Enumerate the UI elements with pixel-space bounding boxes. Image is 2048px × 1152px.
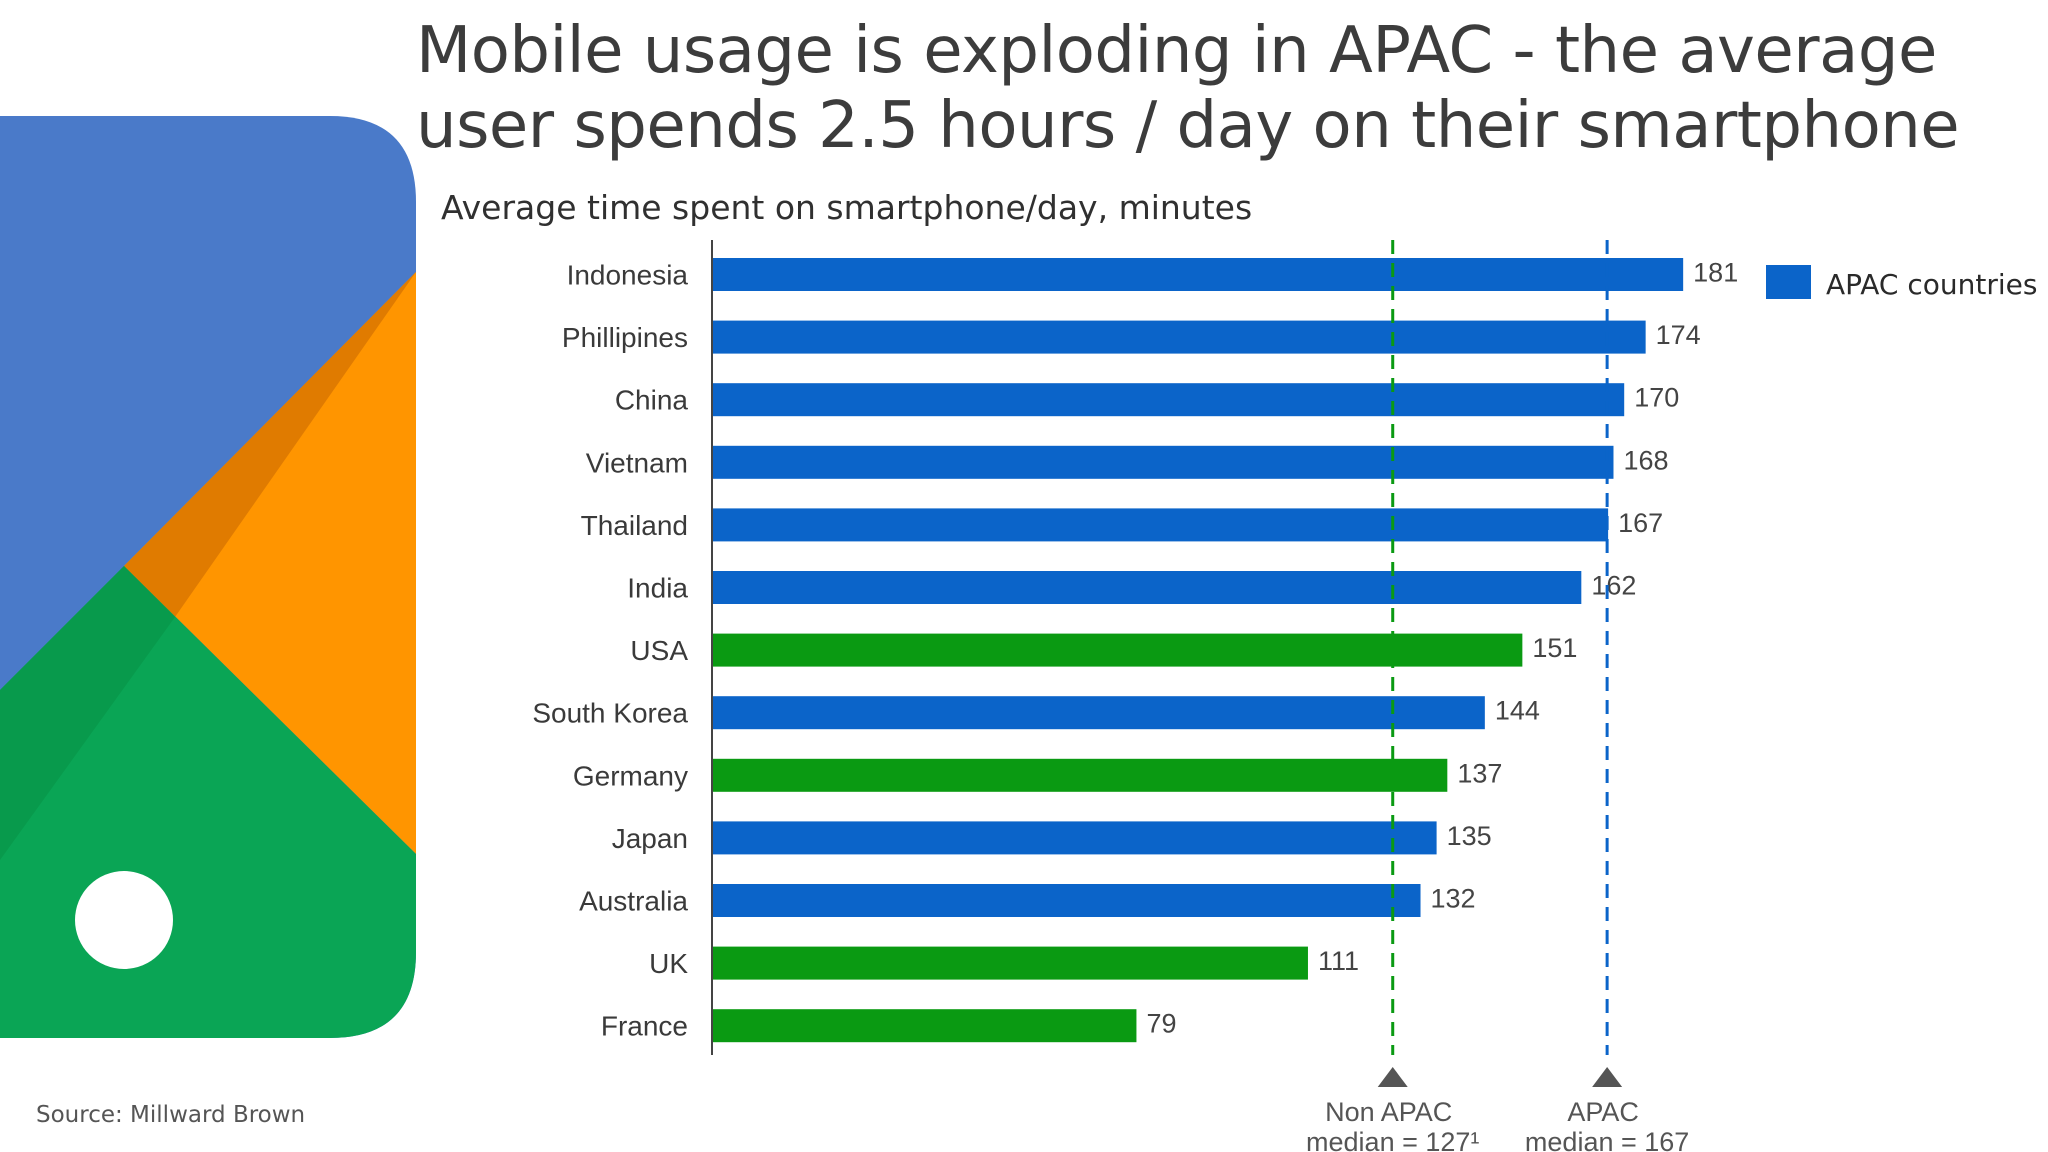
bar xyxy=(713,320,1646,354)
bar xyxy=(713,758,1448,792)
category-label: South Korea xyxy=(532,698,688,729)
value-label: 167 xyxy=(1618,508,1663,538)
phone-home-button xyxy=(75,871,173,969)
category-label: Japan xyxy=(612,823,688,854)
median-marker-triangle xyxy=(1377,1067,1408,1087)
value-label: 79 xyxy=(1146,1009,1176,1039)
phone-orange-shadow xyxy=(124,272,416,617)
chart-subtitle: Average time spent on smartphone/day, mi… xyxy=(441,188,1253,227)
category-label: Australia xyxy=(579,886,688,917)
category-label: Thailand xyxy=(581,510,688,541)
value-label: 144 xyxy=(1495,696,1540,726)
category-label: USA xyxy=(630,635,688,666)
source-note: Source: Millward Brown xyxy=(36,1102,306,1128)
category-label: Germany xyxy=(573,760,688,791)
category-label: India xyxy=(627,573,688,604)
bar xyxy=(713,571,1582,604)
value-label: 111 xyxy=(1318,946,1359,976)
value-label: 151 xyxy=(1532,633,1577,663)
median-label-line2: median = 167 xyxy=(1525,1127,1689,1152)
category-label: Indonesia xyxy=(567,260,689,291)
category-label: Vietnam xyxy=(586,447,688,478)
bar xyxy=(713,258,1684,291)
value-label: 170 xyxy=(1634,383,1679,413)
value-label: 137 xyxy=(1457,758,1502,788)
legend-swatch-apac xyxy=(1766,265,1811,299)
bar xyxy=(713,383,1625,417)
phone-orange-panel xyxy=(124,272,416,854)
bar xyxy=(713,445,1614,479)
value-label: 181 xyxy=(1693,258,1738,288)
legend: APAC countries xyxy=(1766,265,2037,301)
bar xyxy=(713,821,1437,855)
bar xyxy=(713,508,1609,542)
page-title: Mobile usage is exploding in APAC - the … xyxy=(416,14,1960,163)
value-label: 174 xyxy=(1656,320,1701,350)
category-label: China xyxy=(615,385,689,416)
bar xyxy=(713,1009,1137,1043)
phone-green-shadow xyxy=(0,566,175,860)
median-label-line2: median = 127¹ xyxy=(1306,1127,1479,1152)
decorative-phone-graphic xyxy=(0,116,416,1038)
median-label-line1: Non APAC xyxy=(1325,1097,1452,1127)
bars-group: Indonesia 181 Phillipines 174 China 170 Vietna… xyxy=(532,258,1738,1043)
median-marker-triangle xyxy=(1592,1067,1623,1087)
median-label-line1: APAC xyxy=(1567,1097,1639,1127)
bar xyxy=(713,946,1308,980)
bar xyxy=(713,696,1485,730)
legend-label-apac: APAC countries xyxy=(1826,268,2037,301)
value-label: 162 xyxy=(1591,571,1636,601)
bar xyxy=(713,884,1421,917)
category-label: Phillipines xyxy=(562,322,688,353)
value-label: 132 xyxy=(1431,884,1476,914)
value-label: 168 xyxy=(1623,445,1668,475)
category-label: France xyxy=(601,1011,688,1042)
bar xyxy=(713,633,1523,667)
value-label: 135 xyxy=(1447,821,1492,851)
category-label: UK xyxy=(649,948,688,979)
